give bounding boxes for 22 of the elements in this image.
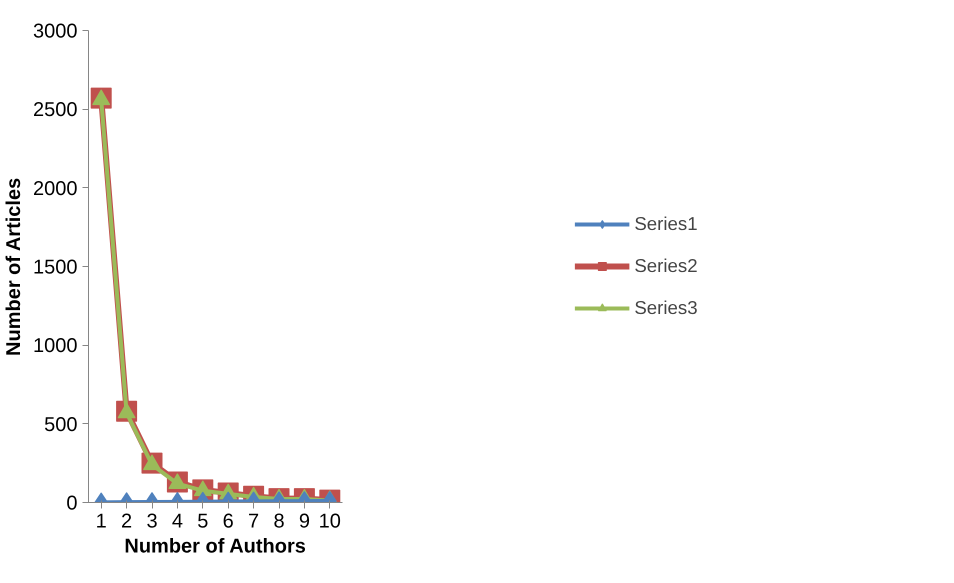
y-tick-label: 500: [44, 414, 78, 436]
x-tick-label: 7: [248, 510, 260, 532]
legend-label: Series3: [634, 297, 698, 319]
y-tick-label: 0: [66, 492, 78, 514]
x-tick-label: 4: [172, 510, 183, 532]
x-tick-label: 10: [318, 510, 341, 532]
x-tick-label: 5: [197, 510, 208, 532]
y-axis-title: Number of Articles: [3, 178, 26, 356]
x-tick-label: 9: [298, 510, 310, 532]
y-tick-label: 1500: [33, 256, 78, 278]
y-tick-label: 1000: [33, 335, 78, 358]
x-axis-title: Number of Authors: [124, 536, 306, 558]
legend-label: Series2: [634, 255, 698, 277]
x-tick-label: 8: [273, 510, 285, 532]
y-tick-label: 2000: [33, 178, 78, 200]
legend-label: Series1: [634, 213, 698, 235]
y-tick-label: 2500: [33, 99, 78, 122]
x-tick-label: 6: [222, 510, 234, 532]
x-tick-label: 2: [121, 510, 132, 532]
x-tick-label: 3: [146, 510, 158, 532]
y-tick-label: 3000: [33, 20, 78, 42]
x-tick-label: 1: [96, 510, 107, 532]
